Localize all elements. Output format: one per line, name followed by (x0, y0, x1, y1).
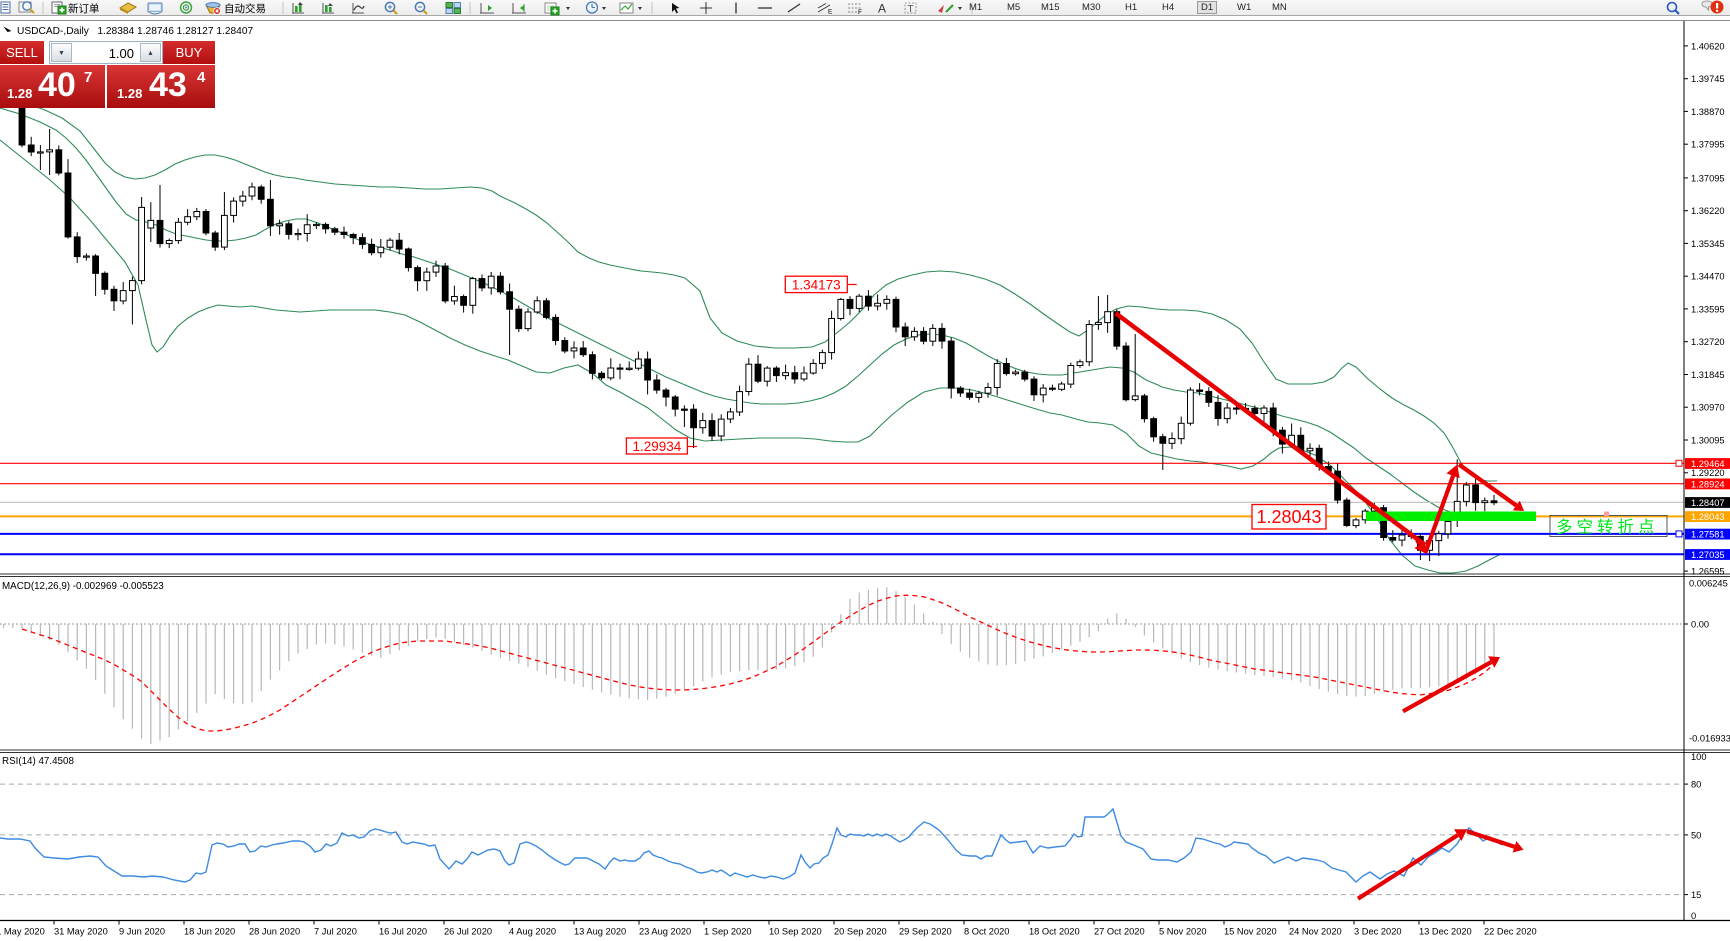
svg-text:1.28043: 1.28043 (1691, 512, 1725, 522)
svg-text:MACD(12,26,9) -0.002969 -0.005: MACD(12,26,9) -0.002969 -0.005523 (2, 581, 164, 592)
svg-text:1.27581: 1.27581 (1691, 530, 1725, 540)
svg-text:100: 100 (1691, 752, 1707, 762)
svg-text:5 Nov 2020: 5 Nov 2020 (1159, 927, 1207, 937)
svg-text:28 Jun 2020: 28 Jun 2020 (249, 927, 300, 937)
svg-text:1.38870: 1.38870 (1691, 107, 1725, 117)
svg-text:18 Jun 2020: 18 Jun 2020 (184, 927, 235, 937)
svg-text:16 Jul 2020: 16 Jul 2020 (379, 927, 427, 937)
svg-text:1 Sep 2020: 1 Sep 2020 (704, 927, 752, 937)
svg-text:26 Jul 2020: 26 Jul 2020 (444, 927, 492, 937)
svg-text:1.29464: 1.29464 (1691, 459, 1725, 469)
svg-text:1.30095: 1.30095 (1691, 435, 1725, 445)
svg-text:13 Aug 2020: 13 Aug 2020 (574, 927, 626, 937)
svg-text:9 Jun 2020: 9 Jun 2020 (119, 927, 165, 937)
svg-text:1.26595: 1.26595 (1691, 567, 1725, 577)
svg-text:50: 50 (1691, 830, 1701, 840)
svg-text:新订单: 新订单 (68, 2, 100, 15)
svg-text:1.31845: 1.31845 (1691, 370, 1725, 380)
svg-text:1.28043: 1.28043 (1256, 507, 1321, 527)
svg-text:1.28407: 1.28407 (1691, 498, 1725, 508)
svg-text:1.33595: 1.33595 (1691, 304, 1725, 314)
svg-text:RSI(14) 47.4508: RSI(14) 47.4508 (2, 756, 74, 767)
svg-text:18 Oct 2020: 18 Oct 2020 (1029, 927, 1080, 937)
svg-text:1.34173: 1.34173 (792, 277, 841, 292)
svg-text:自动交易: 自动交易 (224, 2, 266, 15)
svg-text:1.29934: 1.29934 (632, 439, 681, 454)
svg-text:T: T (908, 4, 914, 15)
svg-text:22 Dec 2020: 22 Dec 2020 (1484, 927, 1537, 937)
svg-text:0.00: 0.00 (1691, 619, 1709, 629)
svg-text:4 Aug 2020: 4 Aug 2020 (509, 927, 556, 937)
svg-text:1.37095: 1.37095 (1691, 173, 1725, 183)
svg-text:1.40620: 1.40620 (1691, 41, 1725, 51)
svg-text:1.35345: 1.35345 (1691, 239, 1725, 249)
svg-text:8 Oct 2020: 8 Oct 2020 (964, 927, 1009, 937)
svg-text:27 Oct 2020: 27 Oct 2020 (1094, 927, 1145, 937)
svg-text:3 Dec 2020: 3 Dec 2020 (1354, 927, 1402, 937)
svg-text:1.28924: 1.28924 (1691, 479, 1725, 489)
svg-text:13 Dec 2020: 13 Dec 2020 (1419, 927, 1472, 937)
svg-text:20 Sep 2020: 20 Sep 2020 (834, 927, 887, 937)
svg-text:80: 80 (1691, 780, 1701, 790)
svg-text:多空转折点: 多空转折点 (1556, 518, 1659, 537)
svg-text:1.34470: 1.34470 (1691, 272, 1725, 282)
svg-text:15: 15 (1691, 890, 1701, 900)
svg-text:1.29220: 1.29220 (1691, 468, 1725, 478)
svg-text:1.36220: 1.36220 (1691, 206, 1725, 216)
svg-text:21 May 2020: 21 May 2020 (0, 927, 45, 937)
svg-text:E: E (828, 9, 833, 16)
svg-text:1.32720: 1.32720 (1691, 337, 1725, 347)
svg-text:29 Sep 2020: 29 Sep 2020 (899, 927, 952, 937)
svg-text:1.27035: 1.27035 (1691, 550, 1725, 560)
svg-text:F: F (858, 9, 862, 16)
svg-text:1.30970: 1.30970 (1691, 403, 1725, 413)
svg-text:1.39745: 1.39745 (1691, 74, 1725, 84)
svg-text:7 Jul 2020: 7 Jul 2020 (314, 927, 357, 937)
svg-text:15 Nov 2020: 15 Nov 2020 (1224, 927, 1277, 937)
svg-text:0.006245: 0.006245 (1689, 579, 1728, 589)
svg-text:23 Aug 2020: 23 Aug 2020 (639, 927, 691, 937)
svg-text:24 Nov 2020: 24 Nov 2020 (1289, 927, 1342, 937)
svg-text:0: 0 (1691, 911, 1696, 921)
svg-text:-0.016933: -0.016933 (1689, 734, 1730, 744)
svg-text:A: A (878, 2, 886, 16)
svg-text:10 Sep 2020: 10 Sep 2020 (769, 927, 822, 937)
svg-text:1.37995: 1.37995 (1691, 140, 1725, 150)
svg-text:31 May 2020: 31 May 2020 (54, 927, 108, 937)
